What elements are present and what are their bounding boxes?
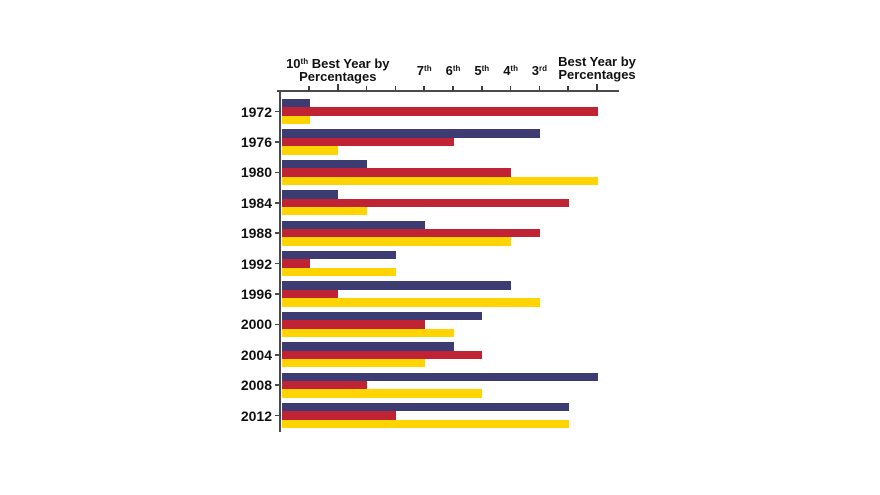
bar-1988-navy bbox=[281, 220, 425, 229]
y-axis-label-1988: 1988 bbox=[240, 225, 272, 242]
x-axis-tick-rank-3 bbox=[538, 86, 541, 91]
x-axis-tick-label-rank-5: 5th bbox=[474, 63, 490, 78]
bar-1980-red bbox=[281, 168, 512, 177]
x-axis-tick-rank-4 bbox=[509, 86, 512, 91]
y-axis-label-1980: 1980 bbox=[240, 164, 272, 181]
y-axis-tick-2000 bbox=[274, 323, 281, 326]
y-axis-line bbox=[279, 90, 282, 432]
y-axis-label-2008: 2008 bbox=[240, 377, 272, 394]
ordinal-suffix: th bbox=[424, 64, 432, 73]
y-axis-label-2012: 2012 bbox=[240, 407, 272, 424]
bar-2004-red bbox=[281, 350, 483, 359]
y-axis-tick-1972 bbox=[274, 110, 281, 113]
ordinal-suffix: th bbox=[481, 64, 490, 73]
x-axis-end-label-left-line2: Percentages bbox=[299, 69, 377, 84]
y-axis-tick-1992 bbox=[274, 262, 281, 265]
bar-1972-red bbox=[281, 107, 598, 116]
x-axis-tick-rank-9 bbox=[365, 86, 368, 91]
bar-1976-red bbox=[281, 137, 454, 147]
bar-1992-navy bbox=[281, 251, 396, 260]
ordinal-suffix: th bbox=[452, 64, 461, 73]
x-axis-tick-label-rank-7: 7th bbox=[416, 63, 432, 78]
y-axis-tick-2012 bbox=[274, 414, 281, 417]
x-axis-tick-label-rank-6: 6th bbox=[445, 63, 461, 78]
bar-2004-navy bbox=[281, 342, 454, 351]
x-axis-end-label-10th-best-year: 10th Best Year by Percentages bbox=[286, 55, 389, 83]
bar-2008-yellow bbox=[281, 389, 483, 398]
x-axis-line bbox=[277, 90, 619, 92]
y-axis-label-1976: 1976 bbox=[240, 134, 272, 150]
x-axis-tick-rank-6 bbox=[452, 86, 454, 91]
bar-2008-navy bbox=[281, 372, 598, 381]
x-axis-end-label-best-year: Best Year by Percentages bbox=[558, 55, 636, 81]
x-axis-tick-label-rank-4: 4th bbox=[503, 63, 518, 78]
y-axis-tick-1976 bbox=[274, 141, 281, 143]
bar-1992-yellow bbox=[281, 267, 396, 277]
bar-2000-navy bbox=[281, 311, 483, 321]
bar-1996-navy bbox=[281, 281, 512, 290]
bar-1972-yellow bbox=[281, 115, 310, 125]
bar-2004-yellow bbox=[281, 359, 425, 368]
y-axis-tick-1984 bbox=[274, 201, 281, 204]
y-axis-tick-1996 bbox=[274, 293, 281, 295]
x-axis-tick-rank-1 bbox=[596, 83, 598, 91]
bar-1984-navy bbox=[281, 190, 339, 199]
bar-2012-yellow bbox=[281, 419, 569, 429]
y-axis-label-1996: 1996 bbox=[240, 286, 272, 302]
y-axis-tick-2008 bbox=[274, 384, 281, 387]
y-axis-label-1972: 1972 bbox=[240, 103, 272, 120]
bar-1996-yellow bbox=[281, 298, 540, 307]
x-axis-tick-rank-2 bbox=[567, 86, 570, 91]
x-axis-tick-rank-10 bbox=[336, 83, 339, 91]
bar-1984-yellow bbox=[281, 207, 368, 216]
y-axis-tick-1980 bbox=[274, 171, 281, 174]
bar-1976-yellow bbox=[281, 146, 339, 155]
x-axis-tick-rank-7 bbox=[423, 86, 426, 91]
x-axis-end-label-right-line2: Percentages bbox=[558, 67, 636, 82]
x-axis-tick-label-rank-3: 3rd bbox=[531, 63, 548, 78]
x-axis-tick-rank-8 bbox=[394, 86, 397, 91]
bar-1988-red bbox=[281, 229, 540, 238]
y-axis-label-1992: 1992 bbox=[240, 255, 272, 272]
ordinal-suffix: th bbox=[510, 64, 518, 73]
bar-1988-yellow bbox=[281, 237, 512, 246]
bar-1976-navy bbox=[281, 129, 540, 138]
x-axis-tick-rank-11 bbox=[308, 86, 310, 91]
bar-1984-red bbox=[281, 198, 569, 207]
y-axis-tick-2004 bbox=[274, 353, 281, 356]
x-axis-end-label-right-line1: Best Year by bbox=[558, 54, 636, 69]
bar-2012-navy bbox=[281, 403, 569, 412]
y-axis-tick-1988 bbox=[274, 232, 281, 235]
bar-2008-red bbox=[281, 381, 368, 390]
bar-1980-navy bbox=[281, 159, 368, 169]
bar-1980-yellow bbox=[281, 176, 598, 185]
y-axis-label-2000: 2000 bbox=[240, 316, 272, 333]
x-axis-end-label-left-line1: 10th Best Year by bbox=[286, 56, 390, 71]
ordinal-suffix: th bbox=[300, 57, 309, 66]
bar-2000-red bbox=[281, 320, 425, 329]
bar-2000-yellow bbox=[281, 328, 454, 337]
y-axis-label-2004: 2004 bbox=[240, 346, 272, 363]
bar-1992-red bbox=[281, 259, 310, 268]
x-axis-tick-rank-5 bbox=[480, 86, 483, 91]
y-axis-label-1984: 1984 bbox=[240, 194, 272, 211]
bar-2012-red bbox=[281, 411, 396, 420]
bar-1996-red bbox=[281, 289, 339, 299]
bar-1972-navy bbox=[281, 99, 310, 108]
ordinal-suffix: rd bbox=[539, 64, 548, 73]
